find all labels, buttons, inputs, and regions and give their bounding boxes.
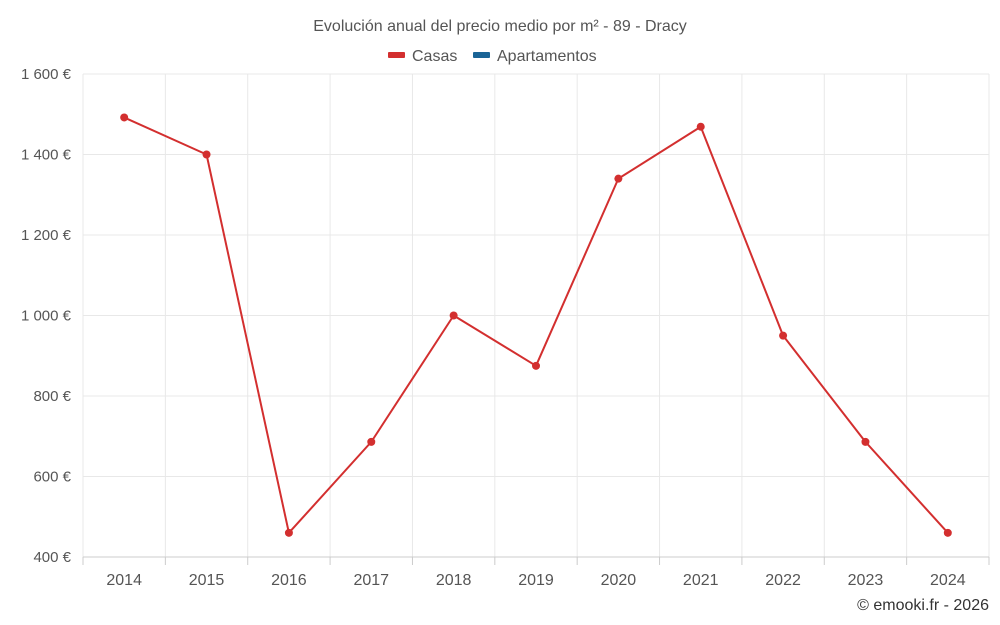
y-tick-label: 1 400 € [21, 147, 72, 164]
legend-item-casas[interactable]: Casas [388, 48, 457, 65]
y-tick-label: 1 200 € [21, 227, 72, 244]
y-tick-label: 400 € [33, 549, 71, 566]
x-tick-label: 2024 [930, 572, 966, 589]
y-tick-label: 800 € [33, 388, 71, 405]
x-tick-label: 2022 [765, 572, 801, 589]
y-tick-labels: 400 € 600 € 800 € 1 000 € 1 200 € 1 400 € 1 60… [21, 66, 72, 566]
x-tick-label: 2016 [271, 572, 307, 589]
x-tick-labels: 2014 2015 2016 2017 2018 2019 2020 2021 2022 2023… [106, 572, 965, 589]
data-point[interactable] [202, 150, 211, 159]
x-tick-label: 2015 [189, 572, 225, 589]
x-tick-label: 2021 [683, 572, 719, 589]
x-tick-label: 2023 [848, 572, 884, 589]
axes [82, 556, 990, 565]
credit-text: © emooki.fr - 2026 [857, 597, 989, 614]
legend-swatch-casas [388, 52, 405, 58]
data-point[interactable] [367, 437, 376, 446]
data-point[interactable] [532, 361, 540, 370]
y-tick-label: 1 600 € [21, 66, 72, 83]
legend-label-casas: Casas [412, 48, 457, 65]
legend-label-apartamentos: Apartamentos [497, 48, 597, 65]
data-point[interactable] [861, 437, 870, 446]
x-tick-label: 2018 [436, 572, 472, 589]
x-gridlines [82, 74, 990, 557]
series-casas [120, 113, 952, 537]
x-tick-label: 2014 [106, 572, 142, 589]
y-tick-label: 600 € [33, 469, 71, 486]
data-point[interactable] [614, 174, 623, 183]
data-point[interactable] [943, 528, 952, 537]
y-tick-label: 1 000 € [21, 308, 72, 325]
data-point[interactable] [779, 331, 788, 340]
legend: Casas Apartamentos [388, 48, 597, 65]
data-point[interactable] [284, 528, 293, 537]
data-point[interactable] [120, 113, 129, 122]
chart-title: Evolución anual del precio medio por m² … [313, 18, 687, 35]
legend-swatch-apartamentos [473, 52, 490, 58]
x-tick-label: 2019 [518, 572, 554, 589]
data-point[interactable] [449, 311, 458, 320]
x-tick-label: 2020 [601, 572, 637, 589]
data-point[interactable] [696, 122, 705, 131]
y-gridlines [83, 73, 989, 477]
legend-item-apartamentos[interactable]: Apartamentos [473, 48, 597, 65]
x-tick-label: 2017 [353, 572, 389, 589]
